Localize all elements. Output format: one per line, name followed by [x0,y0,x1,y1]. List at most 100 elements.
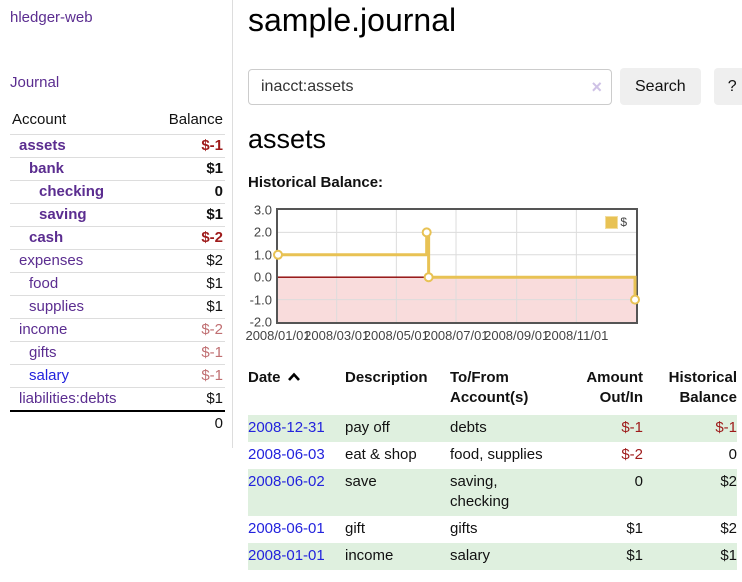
chart-legend: $ [605,215,627,229]
account-link-supplies[interactable]: supplies [29,298,85,315]
account-row: saving $1 [10,203,225,227]
account-balance: 0 [214,183,223,200]
legend-swatch-icon [605,215,619,229]
transaction-description: income [345,547,394,564]
register-col-balance: Historical Balance [668,369,737,406]
accounts-col-account: Account [12,111,67,128]
chart-plot-area: $ [273,208,641,324]
y-tick-label: -1.0 [249,292,272,308]
x-tick-label: 2008/11/01 [544,328,609,343]
transaction-accounts: saving, checking [450,473,510,510]
x-tick-label: 2008/05/01 [363,328,429,343]
sidebar-item-journal[interactable]: Journal [10,74,60,91]
account-row: assets $-1 [10,134,225,158]
account-row: supplies $1 [10,295,225,319]
account-link-income[interactable]: income [19,321,68,338]
account-link-expenses[interactable]: expenses [19,252,84,269]
sort-ascending-icon [287,368,301,388]
page: hledger-web Journal Account Balance asse… [10,0,742,570]
account-balance: $1 [206,206,223,223]
account-row: expenses $2 [10,249,225,273]
account-link-saving[interactable]: saving [39,206,87,223]
y-tick-label: 3.0 [253,202,272,218]
help-button[interactable]: ? [713,68,742,105]
register-row: 2008-06-03 eat & shop food, supplies $-2… [248,442,737,469]
chart-y-axis: 3.0 2.0 1.0 0.0 -1.0 -2.0 [248,203,272,330]
transaction-date-link[interactable]: 2008-01-01 [248,547,325,564]
chart-x-axis: 2008/01/01 2008/03/01 2008/05/01 2008/07/01… [245,328,636,344]
transaction-date-link[interactable]: 2008-06-02 [248,473,325,490]
historical-balance-chart: 3.0 2.0 1.0 0.0 -1.0 -2.0 $ 2008/01/01 2008/03… [245,203,742,348]
account-link-salary[interactable]: salary [29,367,70,384]
account-balance: $-2 [201,321,223,338]
x-tick-label: 2008/09/01 [484,328,550,343]
transaction-balance: $1 [720,547,737,564]
account-link-liabilities-debts[interactable]: liabilities:debts [19,390,117,407]
transaction-balance: $2 [720,520,737,537]
account-row: food $1 [10,272,225,296]
x-tick-label: 2008/07/01 [423,328,489,343]
legend-label: $ [620,215,627,229]
account-balance: $1 [206,298,223,315]
y-tick-label: -2.0 [249,314,272,330]
brand-link[interactable]: hledger-web [10,9,93,26]
account-row: bank $1 [10,157,225,181]
transaction-accounts: debts [450,419,487,436]
transaction-accounts: gifts [450,520,478,537]
account-balance: $-1 [201,367,223,384]
account-row: checking 0 [10,180,225,204]
account-link-gifts[interactable]: gifts [29,344,57,361]
account-link-cash[interactable]: cash [29,229,64,246]
register-row: 2008-01-01 income salary $1 $1 [248,543,737,570]
x-tick-label: 2008/01/01 [245,328,311,343]
account-link-bank[interactable]: bank [29,160,65,177]
account-link-food[interactable]: food [29,275,59,292]
account-balance: $-2 [201,229,223,246]
register-col-amount: Amount Out/In [586,369,643,406]
account-link-assets[interactable]: assets [19,137,66,154]
account-balance: $1 [206,160,223,177]
chart-label: Historical Balance: [248,174,384,191]
x-tick-label: 2008/03/01 [304,328,370,343]
transaction-accounts: salary [450,547,491,564]
account-heading: assets [248,124,327,154]
register-row: 2008-06-01 gift gifts $1 $2 [248,516,737,543]
transaction-description: gift [345,520,366,537]
transaction-date-link[interactable]: 2008-06-03 [248,446,325,463]
account-row: salary $-1 [10,364,225,388]
transaction-amount: $1 [626,520,643,537]
account-balance: $2 [206,252,223,269]
transaction-date-link[interactable]: 2008-12-31 [248,419,325,436]
account-row: cash $-2 [10,226,225,250]
transaction-amount: 0 [634,473,643,490]
y-tick-label: 2.0 [253,224,272,240]
accounts-col-balance: Balance [168,111,223,128]
accounts-total-row: 0 [10,410,225,435]
y-tick-label: 1.0 [253,247,272,263]
search-button[interactable]: Search [620,68,701,105]
account-link-checking[interactable]: checking [39,183,105,200]
search-bar: × Search ? [248,68,742,105]
accounts-total: 0 [149,410,225,435]
register-row: 2008-12-31 pay off debts $-1 $-1 [248,415,737,442]
account-balance: $-1 [201,344,223,361]
transaction-balance: $-1 [715,419,737,436]
transaction-description: pay off [345,419,390,436]
register-row: 2008-06-02 save saving, checking 0 $2 [248,469,737,516]
transaction-amount: $-1 [621,419,643,436]
transaction-amount: $1 [626,547,643,564]
account-balance: $1 [206,390,223,407]
transaction-date-link[interactable]: 2008-06-01 [248,520,325,537]
account-row: liabilities:debts $1 [10,387,225,412]
register-col-accounts: To/From Account(s) [450,369,529,406]
transaction-balance: $2 [720,473,737,490]
transaction-description: save [345,473,377,490]
register-col-description: Description [345,369,428,386]
transaction-description: eat & shop [345,446,417,463]
search-input[interactable] [248,68,612,105]
y-tick-label: 0.0 [253,269,272,285]
transaction-amount: $-2 [621,446,643,463]
clear-search-icon[interactable]: × [591,76,602,97]
register-col-date[interactable]: Date [248,366,345,415]
account-balance: $-1 [201,137,223,154]
